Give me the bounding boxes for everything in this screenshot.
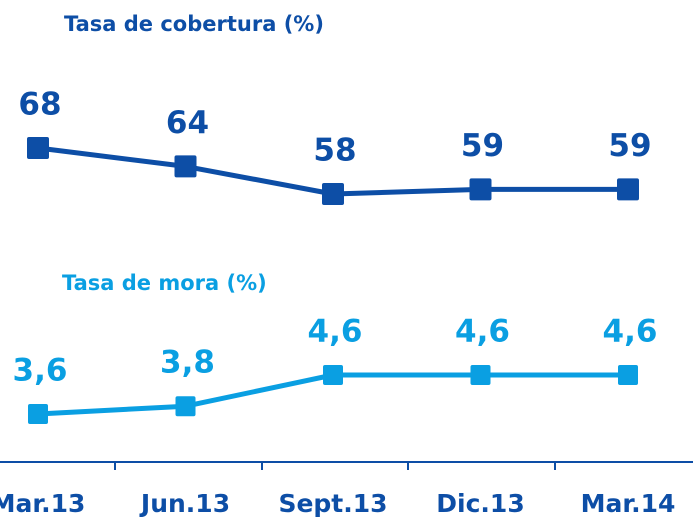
x-tick-label: Jun.13 — [139, 489, 230, 518]
x-tick-label: Sept.13 — [278, 489, 387, 518]
marker — [469, 178, 492, 201]
marker — [28, 404, 48, 424]
data-label: 59 — [461, 128, 504, 164]
x-tick-label: Dic.13 — [436, 489, 524, 518]
data-label: 4,6 — [455, 314, 510, 350]
marker — [174, 155, 197, 178]
data-label: 64 — [166, 105, 209, 141]
data-label: 3,6 — [13, 353, 68, 389]
chart-title: Tasa de cobertura (%) — [64, 12, 324, 36]
chart-title: Tasa de mora (%) — [62, 271, 267, 295]
marker — [470, 365, 491, 385]
marker — [322, 183, 344, 205]
data-label: 68 — [18, 87, 61, 123]
x-tick-label: Mar.14 — [581, 489, 676, 518]
data-label: 3,8 — [160, 345, 215, 381]
data-label: 58 — [313, 133, 356, 169]
data-label: 4,6 — [308, 314, 363, 350]
marker — [175, 396, 196, 417]
data-label: 59 — [608, 128, 651, 164]
axis-ticks — [114, 462, 556, 470]
marker — [617, 178, 639, 201]
x-tick-label: Mar.13 — [0, 489, 85, 518]
marker — [323, 365, 343, 385]
data-label: 4,6 — [603, 314, 658, 350]
marker — [618, 365, 638, 385]
marker — [27, 137, 49, 159]
